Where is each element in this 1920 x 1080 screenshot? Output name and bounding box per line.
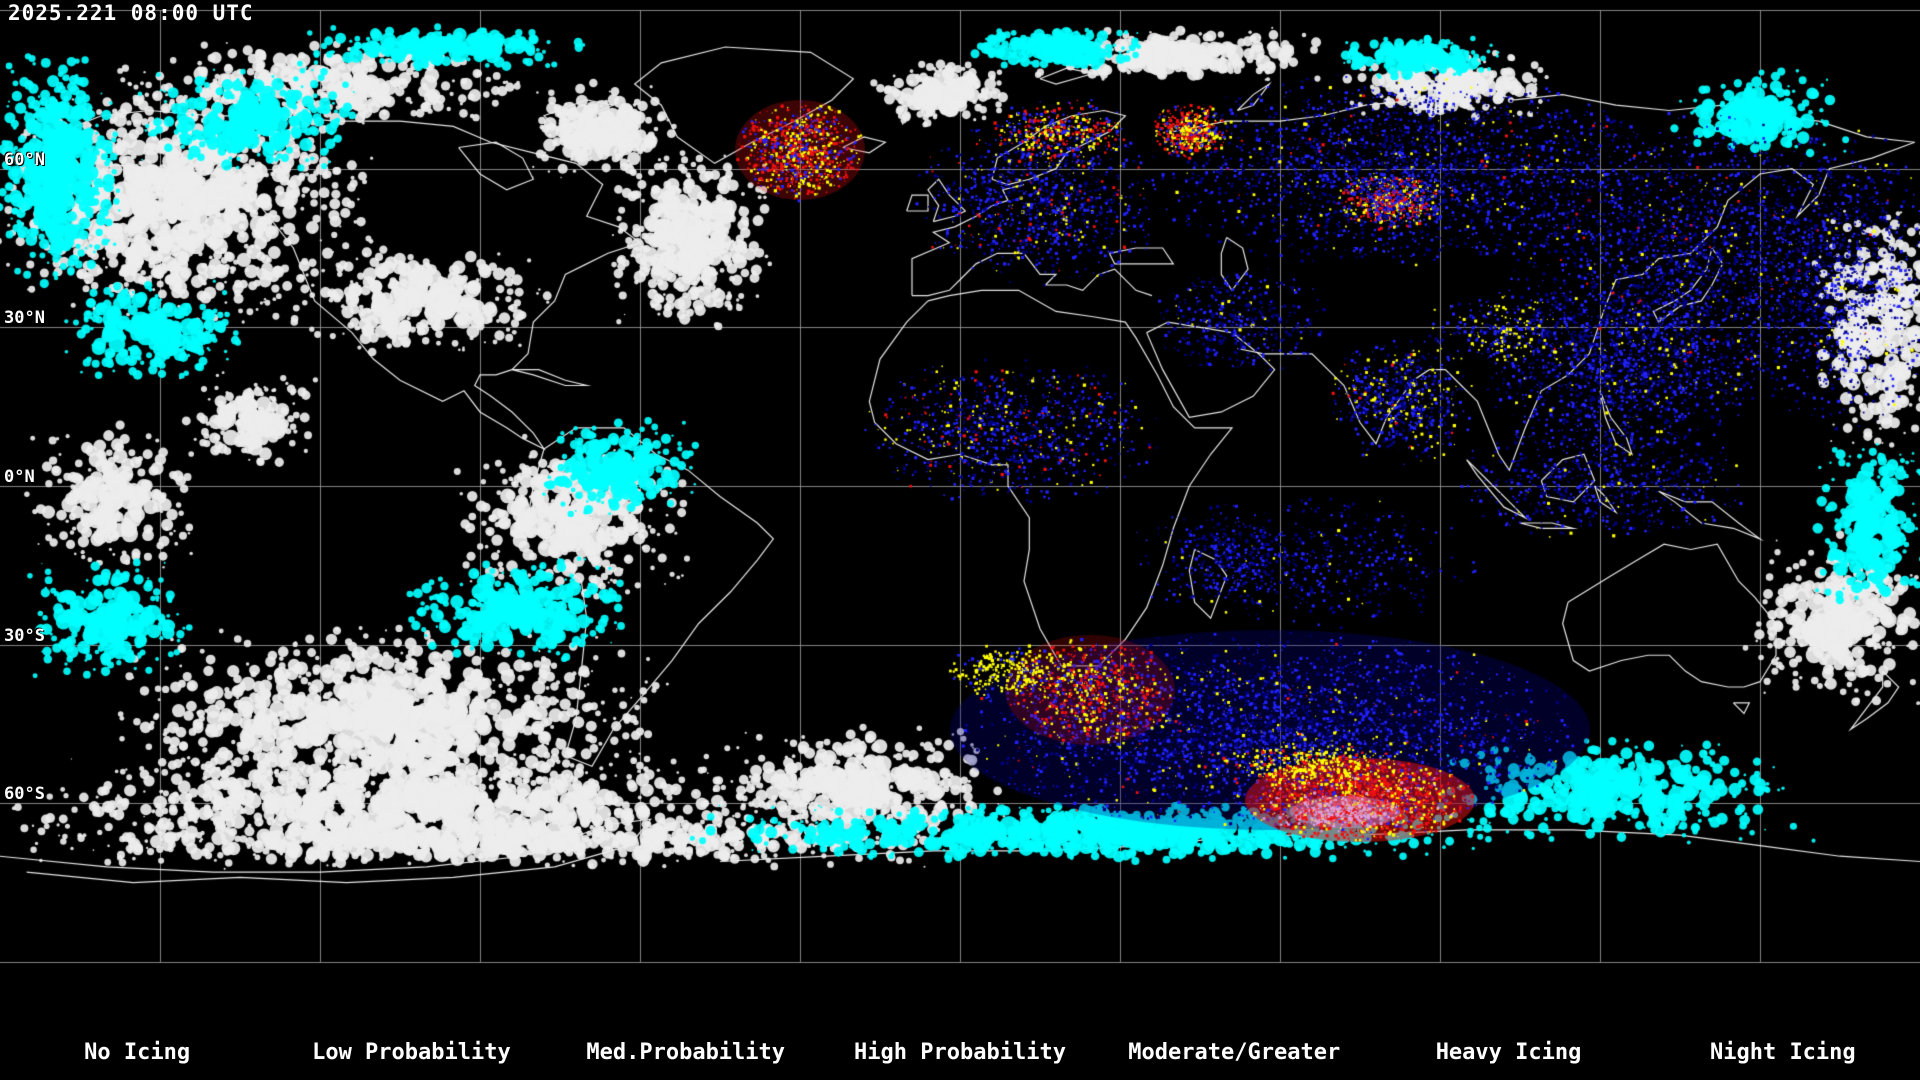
legend-label-line1: Moderate/Greater bbox=[1128, 1040, 1341, 1065]
lat-label-30s: 30°S bbox=[4, 626, 45, 646]
legend-label-line1: Med.Probability bbox=[586, 1040, 786, 1065]
legend: No Icing Retrieval Low Probability of Li… bbox=[0, 966, 1920, 1080]
legend-item-moderate-greater: Moderate/Greater Icing Likely bbox=[1097, 966, 1371, 1080]
legend-label-moderate-greater: Moderate/Greater Icing Likely bbox=[1128, 980, 1340, 1080]
lat-label-60n: 60°N bbox=[4, 150, 45, 170]
global-icing-map bbox=[0, 0, 1920, 966]
legend-label-heavy-icing: Heavy Icing bbox=[1436, 980, 1582, 1080]
legend-item-no-icing: No Icing Retrieval bbox=[0, 966, 274, 1080]
legend-label-line1: No Icing bbox=[84, 1040, 191, 1065]
legend-label-line1: High Probability bbox=[854, 1040, 1066, 1065]
legend-label-med-probability: Med.Probability of Light Icing bbox=[586, 980, 785, 1080]
legend-item-med-probability: Med.Probability of Light Icing bbox=[549, 966, 823, 1080]
lat-label-0n: 0°N bbox=[4, 467, 35, 487]
legend-label-night-icing: Night Icing bbox=[1710, 980, 1856, 1080]
lat-label-30n: 30°N bbox=[4, 308, 45, 328]
legend-label-line1: Low Probability bbox=[312, 1040, 511, 1065]
legend-label-line1: Night Icing bbox=[1709, 1040, 1856, 1065]
legend-item-night-icing: Night Icing bbox=[1646, 966, 1920, 1080]
legend-item-high-probability: High Probability of Light Icing bbox=[823, 966, 1097, 1080]
legend-label-high-probability: High Probability of Light Icing bbox=[854, 980, 1066, 1080]
timestamp: 2025.221 08:00 UTC bbox=[8, 1, 254, 25]
legend-label-line1: Heavy Icing bbox=[1435, 1040, 1582, 1065]
legend-label-low-probability: Low Probability of Light Icing bbox=[312, 980, 511, 1080]
legend-item-heavy-icing: Heavy Icing bbox=[1371, 966, 1645, 1080]
lat-label-60s: 60°S bbox=[4, 784, 45, 804]
legend-label-no-icing: No Icing Retrieval bbox=[78, 980, 197, 1080]
legend-item-low-probability: Low Probability of Light Icing bbox=[274, 966, 548, 1080]
